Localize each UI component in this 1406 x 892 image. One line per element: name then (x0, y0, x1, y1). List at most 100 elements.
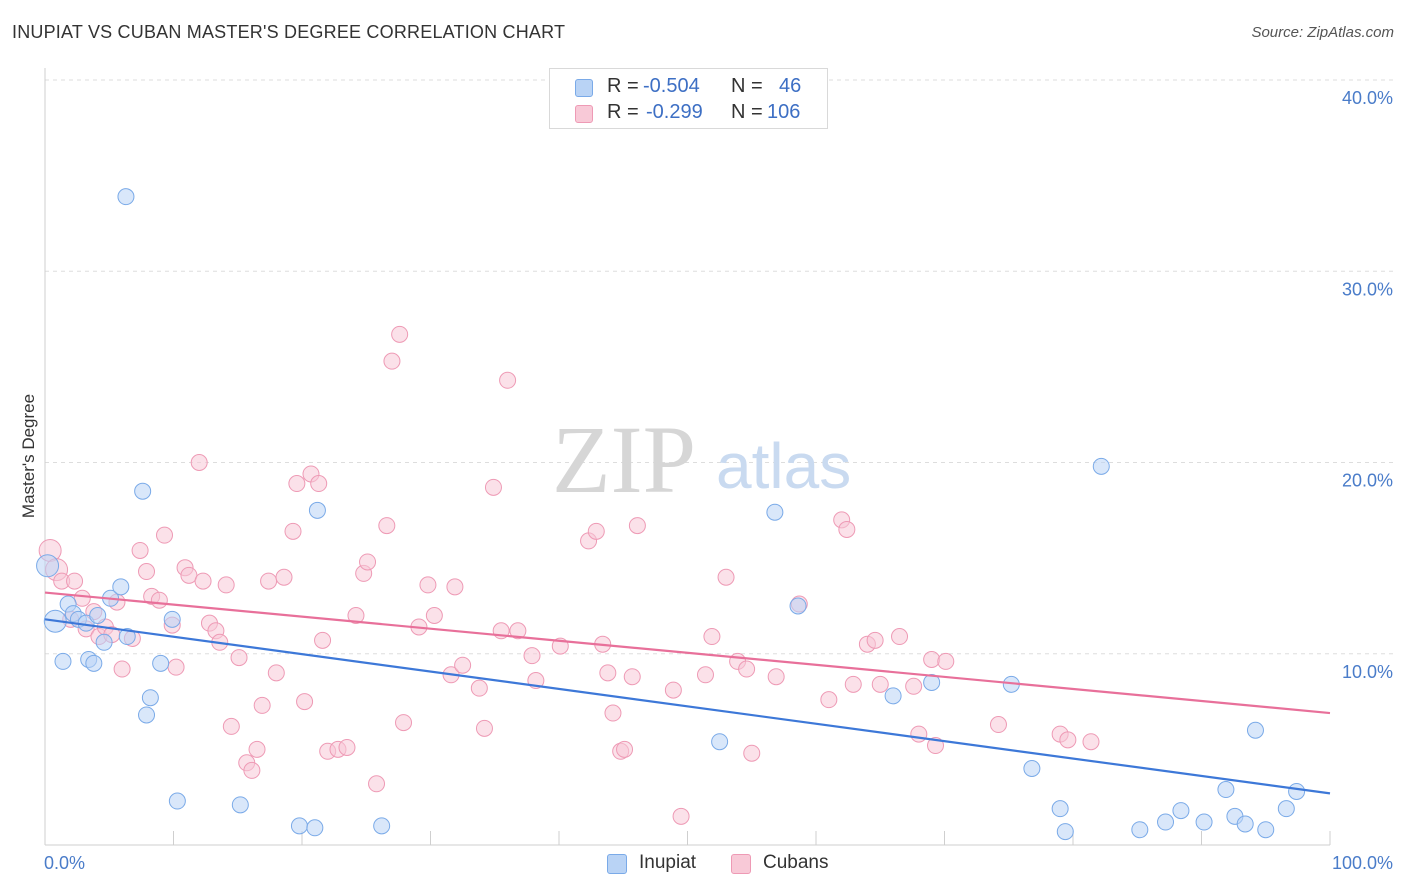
stats-row-cubans: R = -0.299 N = 106 (550, 101, 827, 127)
watermark: ZIP atlas (552, 406, 851, 513)
data-point-cubans (296, 693, 314, 711)
data-point-cubans (260, 572, 278, 590)
data-point-cubans (395, 714, 413, 732)
data-point-cubans (844, 675, 862, 693)
data-point-cubans (623, 668, 641, 686)
data-point-cubans (910, 725, 928, 743)
data-point-cubans (314, 631, 332, 649)
data-point-cubans (616, 740, 634, 758)
data-point-cubans (267, 664, 285, 682)
data-point-cubans (73, 589, 91, 607)
data-point-cubans (243, 761, 261, 779)
data-point-cubans (604, 704, 622, 722)
legend-swatch-inupiat (607, 854, 627, 874)
legend-label-inupiat: Inupiat (639, 852, 697, 873)
data-point-cubans (190, 454, 208, 471)
x-tick-label: 0.0% (44, 853, 85, 873)
data-point-inupiat (290, 817, 308, 835)
data-point-inupiat (306, 819, 324, 837)
data-point-cubans (628, 517, 646, 535)
legend-swatch-cubans (731, 854, 751, 874)
data-point-inupiat (789, 597, 807, 615)
data-point-cubans (222, 717, 240, 735)
data-point-inupiat (1195, 813, 1213, 831)
data-point-inupiat (1056, 823, 1074, 841)
data-point-cubans (383, 352, 401, 370)
data-point-cubans (509, 622, 527, 640)
data-point-inupiat (1277, 800, 1295, 818)
data-point-cubans (419, 576, 437, 594)
data-point-inupiat (231, 796, 249, 814)
data-point-inupiat (1217, 781, 1235, 799)
data-point-cubans (743, 744, 761, 762)
data-point-cubans (484, 478, 502, 496)
data-point-cubans (253, 696, 271, 714)
data-point-inupiat (95, 633, 113, 651)
trend-lines (44, 591, 1331, 795)
data-point-cubans (347, 607, 365, 624)
data-point-inupiat (168, 792, 186, 810)
data-point-inupiat (1131, 821, 1149, 839)
data-point-inupiat (923, 673, 941, 691)
data-point-inupiat (1092, 457, 1110, 475)
data-point-inupiat (163, 610, 181, 628)
data-point-cubans (703, 628, 721, 646)
trend-line-inupiat (44, 618, 1331, 795)
data-point-cubans (717, 568, 735, 586)
data-point-cubans (1082, 733, 1100, 751)
data-point-cubans (66, 572, 84, 590)
data-point-cubans (368, 775, 386, 793)
r-label: R = (607, 101, 639, 123)
data-point-inupiat (308, 501, 326, 519)
data-point-cubans (866, 631, 884, 649)
data-point-cubans (871, 675, 889, 693)
data-point-inupiat (117, 188, 135, 206)
data-point-cubans (989, 716, 1007, 734)
data-point-cubans (499, 371, 517, 389)
data-point-inupiat (1051, 800, 1069, 818)
data-point-cubans (359, 553, 377, 571)
data-point-inupiat (141, 689, 159, 707)
data-points (36, 188, 1306, 841)
chart-title: INUPIAT VS CUBAN MASTER'S DEGREE CORRELA… (12, 22, 566, 42)
data-point-cubans (475, 719, 493, 737)
watermark-atlas-text: atlas (716, 430, 851, 502)
data-point-inupiat (112, 578, 130, 596)
data-point-cubans (230, 649, 248, 667)
data-point-cubans (672, 807, 690, 825)
tick-labels: 10.0% 20.0% 30.0% 40.0% 0.0% 100.0% (44, 88, 1393, 873)
data-point-inupiat (152, 654, 170, 672)
data-point-cubans (378, 517, 396, 535)
data-point-cubans (905, 677, 923, 695)
data-point-inupiat (1246, 721, 1264, 739)
data-point-inupiat (1023, 760, 1041, 777)
data-point-cubans (923, 650, 941, 668)
stats-legend: R = -0.504 N = 46 R = -0.299 N = 106 (549, 68, 828, 129)
data-point-cubans (454, 656, 472, 674)
data-point-cubans (131, 541, 149, 559)
data-point-cubans (891, 628, 909, 646)
y-axis-title: Master's Degree (19, 394, 38, 518)
data-point-inupiat (85, 654, 103, 672)
legend-swatch-inupiat (575, 79, 593, 97)
chart-source: Source: ZipAtlas.com (1251, 24, 1394, 41)
data-point-cubans (194, 572, 212, 590)
data-point-inupiat (134, 482, 152, 500)
data-point-inupiat (1288, 782, 1306, 800)
data-point-cubans (391, 325, 409, 343)
data-point-cubans (217, 576, 235, 594)
y-tick-label: 20.0% (1342, 471, 1393, 491)
data-point-cubans (587, 522, 605, 540)
data-point-cubans (838, 520, 856, 538)
data-point-inupiat (1257, 821, 1275, 839)
data-point-cubans (113, 660, 131, 678)
n-label: N = (731, 75, 763, 97)
data-point-inupiat (373, 817, 391, 835)
data-point-inupiat (89, 607, 107, 624)
data-point-cubans (275, 568, 293, 586)
legend-swatch-cubans (575, 105, 593, 123)
data-point-cubans (310, 475, 328, 493)
r-value-inupiat: -0.504 (643, 75, 700, 97)
data-point-cubans (599, 664, 617, 682)
data-point-cubans (180, 566, 198, 584)
